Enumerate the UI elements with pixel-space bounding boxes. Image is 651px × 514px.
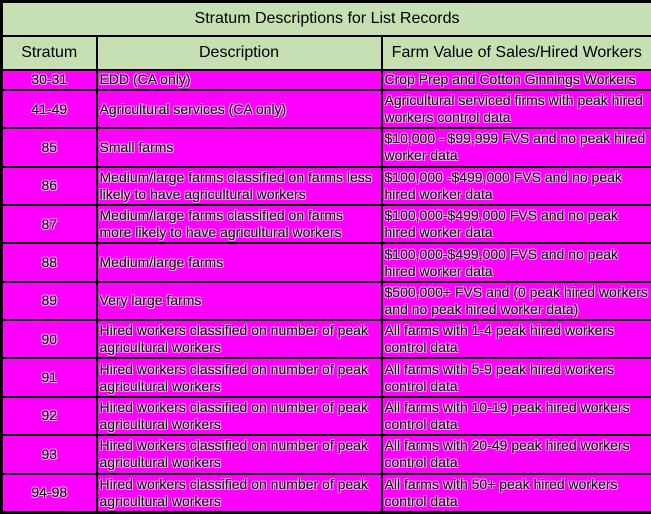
table-title-row: Stratum Descriptions for List Records bbox=[0, 0, 651, 37]
stratum-cell: 85 bbox=[0, 127, 98, 168]
description-cell: Very large farms bbox=[95, 280, 383, 322]
farm-value-cell: Agricultural serviced firms with peak hi… bbox=[380, 88, 651, 130]
table-row: 93 Hired workers classified on number of … bbox=[0, 434, 651, 475]
description-cell: Hired workers classified on number of pe… bbox=[95, 472, 383, 514]
description-cell: EDD (CA only) bbox=[95, 68, 383, 91]
table-body: 30-31 EDD (CA only) Crop Prep and Cotton G… bbox=[0, 68, 651, 514]
stratum-cell: 88 bbox=[0, 242, 98, 283]
column-header-description: Description bbox=[95, 34, 383, 71]
farm-value-cell: All farms with 50+ peak hired workers co… bbox=[380, 472, 651, 514]
farm-value-cell: $100,000-$499,000 FVS and no peak hired … bbox=[380, 242, 651, 283]
farm-value-cell: All farms with 1-4 peak hired workers co… bbox=[380, 319, 651, 360]
table-row: 41-49 Agricultural services (CA only) Agri… bbox=[0, 88, 651, 130]
farm-value-cell: $500,000+ FVS and (0 peak hired workers … bbox=[380, 280, 651, 322]
stratum-cell: 41-49 bbox=[0, 88, 98, 130]
stratum-cell: 91 bbox=[0, 357, 98, 398]
description-cell: Hired workers classified on number of pe… bbox=[95, 319, 383, 360]
stratum-cell: 30-31 bbox=[0, 68, 98, 91]
table-row: 90 Hired workers classified on number of … bbox=[0, 319, 651, 360]
farm-value-cell: Crop Prep and Cotton Ginnings Workers bbox=[380, 68, 651, 91]
table-row: 88 Medium/large farms $100,000-$499,000 FV… bbox=[0, 242, 651, 283]
table-row: 30-31 EDD (CA only) Crop Prep and Cotton G… bbox=[0, 68, 651, 91]
stratum-cell: 90 bbox=[0, 319, 98, 360]
farm-value-cell: $10,000 - $99,999 FVS and no peak hired … bbox=[380, 127, 651, 168]
farm-value-cell: $100,000 -$499,000 FVS and no peak hired… bbox=[380, 165, 651, 207]
description-cell: Hired workers classified on number of pe… bbox=[95, 395, 383, 437]
stratum-cell: 94-98 bbox=[0, 472, 98, 514]
table-header-row: Stratum Description Farm Value of Sales/… bbox=[0, 34, 651, 71]
table-row: 91 Hired workers classified on number of … bbox=[0, 357, 651, 398]
stratum-cell: 87 bbox=[0, 204, 98, 245]
table-row: 94-98 Hired workers classified on number … bbox=[0, 472, 651, 514]
farm-value-cell: $100,000-$499,000 FVS and no peak hired … bbox=[380, 204, 651, 245]
table-row: 85 Small farms $10,000 - $99,999 FVS and n… bbox=[0, 127, 651, 168]
table-row: 92 Hired workers classified on number of … bbox=[0, 395, 651, 437]
farm-value-cell: All farms with 5-9 peak hired workers co… bbox=[380, 357, 651, 398]
table-row: 86 Medium/large farms classified on farms… bbox=[0, 165, 651, 207]
description-cell: Hired workers classified on number of pe… bbox=[95, 357, 383, 398]
table-row: 89 Very large farms $500,000+ FVS and (0 p… bbox=[0, 280, 651, 322]
stratum-cell: 86 bbox=[0, 165, 98, 207]
description-cell: Small farms bbox=[95, 127, 383, 168]
stratum-cell: 92 bbox=[0, 395, 98, 437]
description-cell: Medium/large farms classified on farms m… bbox=[95, 204, 383, 245]
stratum-cell: 89 bbox=[0, 280, 98, 322]
farm-value-cell: All farms with 10-19 peak hired workers … bbox=[380, 395, 651, 437]
stratum-cell: 93 bbox=[0, 434, 98, 475]
description-cell: Medium/large farms bbox=[95, 242, 383, 283]
description-cell: Medium/large farms classified on farms l… bbox=[95, 165, 383, 207]
farm-value-cell: All farms with 20-49 peak hired workers … bbox=[380, 434, 651, 475]
description-cell: Hired workers classified on number of pe… bbox=[95, 434, 383, 475]
table-row: 87 Medium/large farms classified on farms… bbox=[0, 204, 651, 245]
column-header-farm-value: Farm Value of Sales/Hired Workers bbox=[380, 34, 651, 71]
description-cell: Agricultural services (CA only) bbox=[95, 88, 383, 130]
column-header-stratum: Stratum bbox=[0, 34, 98, 71]
table-title: Stratum Descriptions for List Records bbox=[0, 0, 651, 37]
